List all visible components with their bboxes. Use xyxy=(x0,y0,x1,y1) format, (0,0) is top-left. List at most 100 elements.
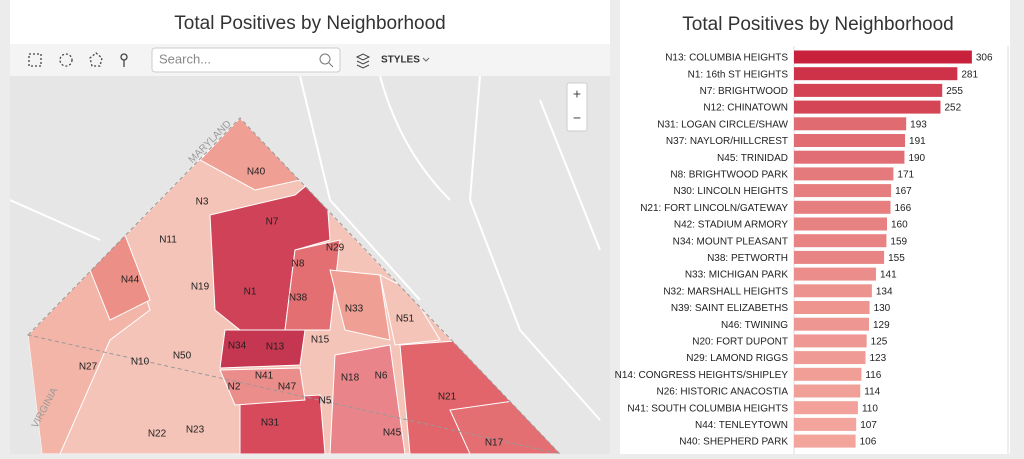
category-label: N7: BRIGHTWOOD xyxy=(700,86,788,97)
neighborhood-label: N6 xyxy=(375,371,388,382)
value-label: 281 xyxy=(961,69,978,80)
category-label: N42: STADIUM ARMORY xyxy=(674,220,788,231)
zoom-in[interactable]: + xyxy=(573,86,581,102)
zoom-control xyxy=(566,82,588,132)
bar xyxy=(794,250,885,264)
category-label: N39: SAINT ELIZABETHS xyxy=(671,303,788,314)
neighborhood-label: N10 xyxy=(131,357,150,368)
bar xyxy=(794,184,892,198)
neighborhood-label: N45 xyxy=(383,428,402,439)
bar xyxy=(794,334,867,348)
zoom-out[interactable]: − xyxy=(573,110,581,126)
bar xyxy=(794,317,869,331)
bar xyxy=(794,167,894,181)
category-label: N20: FORT DUPONT xyxy=(692,337,788,348)
neighborhood-label: N1 xyxy=(244,287,257,298)
neighborhood-label: N8 xyxy=(292,259,305,270)
value-label: 125 xyxy=(871,337,888,348)
value-label: 106 xyxy=(860,437,877,448)
bar xyxy=(794,117,907,131)
value-label: 141 xyxy=(880,270,897,281)
category-label: N33: MICHIGAN PARK xyxy=(685,270,788,281)
category-label: N14: CONGRESS HEIGHTS/SHIPLEY xyxy=(615,370,789,381)
neighborhood-label: N51 xyxy=(396,314,415,325)
bar xyxy=(794,417,857,431)
category-label: N26: HISTORIC ANACOSTIA xyxy=(656,387,788,398)
neighborhood-label: N5 xyxy=(319,396,332,407)
neighborhood-label: N31 xyxy=(261,418,280,429)
neighborhood-label: N29 xyxy=(326,243,345,254)
value-label: 114 xyxy=(864,387,880,398)
value-label: 191 xyxy=(909,136,926,147)
category-label: N41: SOUTH COLUMBIA HEIGHTS xyxy=(627,403,788,414)
value-label: 166 xyxy=(894,203,911,214)
bar xyxy=(794,150,905,164)
neighborhood-label: N38 xyxy=(289,293,308,304)
value-label: 123 xyxy=(869,353,886,364)
value-label: 193 xyxy=(910,119,927,130)
bar xyxy=(794,50,972,64)
category-label: N12: CHINATOWN xyxy=(703,103,788,114)
bar xyxy=(794,284,872,298)
category-label: N38: PETWORTH xyxy=(707,253,788,264)
neighborhood-label: N23 xyxy=(186,425,205,436)
neighborhood-label: N13 xyxy=(266,342,285,353)
neighborhood-label: N19 xyxy=(191,282,210,293)
value-label: 159 xyxy=(890,236,907,247)
search-icon xyxy=(328,62,334,68)
roads xyxy=(10,75,601,421)
neighborhood-label: N2 xyxy=(228,382,241,393)
tool-icons[interactable] xyxy=(28,52,128,67)
search-placeholder: Search... xyxy=(159,51,211,66)
value-label: 306 xyxy=(976,53,993,64)
neighborhood-label: N18 xyxy=(341,373,360,384)
value-label: 110 xyxy=(862,403,878,414)
map-title: Total Positives by Neighborhood xyxy=(174,13,445,34)
value-label: 134 xyxy=(876,286,893,297)
neighborhood-label: N7 xyxy=(266,217,279,228)
dc-border xyxy=(27,117,562,455)
value-label: 129 xyxy=(873,320,890,331)
category-label: N31: LOGAN CIRCLE/SHAW xyxy=(657,119,788,130)
category-label: N8: BRIGHTWOOD PARK xyxy=(670,170,788,181)
neighborhood-label: N22 xyxy=(148,429,167,440)
map-header xyxy=(10,0,610,44)
neighborhood-label: N33 xyxy=(345,304,364,315)
layers-icon[interactable] xyxy=(355,53,371,69)
neighborhood-label: N34 xyxy=(228,341,247,352)
category-label: N1: 16th ST HEIGHTS xyxy=(688,69,789,80)
bar xyxy=(794,200,891,214)
chevron xyxy=(422,57,430,62)
neighborhood-label: N44 xyxy=(121,275,140,286)
map-labels: N40 N3 N7 N11 N29 N44 N8 N19 N1 N38 N33 N51 N15 N34 N1… xyxy=(79,167,504,449)
category-label: N37: NAYLOR/HILLCREST xyxy=(666,136,788,147)
value-label: 130 xyxy=(874,303,891,314)
category-label: N40: SHEPHERD PARK xyxy=(679,437,788,448)
styles-button[interactable]: STYLES xyxy=(381,55,420,66)
neighborhood-label: N21 xyxy=(438,392,457,403)
neighborhood-label: N3 xyxy=(196,197,209,208)
neighborhood-label: N50 xyxy=(173,351,192,362)
search-icon xyxy=(319,53,331,65)
category-label: N34: MOUNT PLEASANT xyxy=(673,236,788,247)
category-label: N44: TENLEYTOWN xyxy=(695,420,788,431)
bar xyxy=(794,217,887,231)
bar xyxy=(794,134,906,147)
category-label: N21: FORT LINCOLN/GATEWAY xyxy=(640,203,788,214)
category-label: N30: LINCOLN HEIGHTS xyxy=(674,186,789,197)
bar xyxy=(794,301,870,314)
value-label: 160 xyxy=(891,220,908,231)
neighborhoods xyxy=(28,118,560,454)
chart-title: Total Positives by Neighborhood xyxy=(682,14,953,35)
value-label: 255 xyxy=(946,86,963,97)
neighborhood-label: N17 xyxy=(485,438,504,449)
search-box[interactable] xyxy=(151,47,341,73)
neighborhood-label: N27 xyxy=(79,362,98,373)
bar xyxy=(794,351,866,365)
neighborhood-label: N15 xyxy=(311,335,330,346)
value-label: 252 xyxy=(944,103,961,114)
bar xyxy=(794,401,858,415)
value-label: 116 xyxy=(865,370,881,381)
category-label: N13: COLUMBIA HEIGHTS xyxy=(665,53,788,64)
